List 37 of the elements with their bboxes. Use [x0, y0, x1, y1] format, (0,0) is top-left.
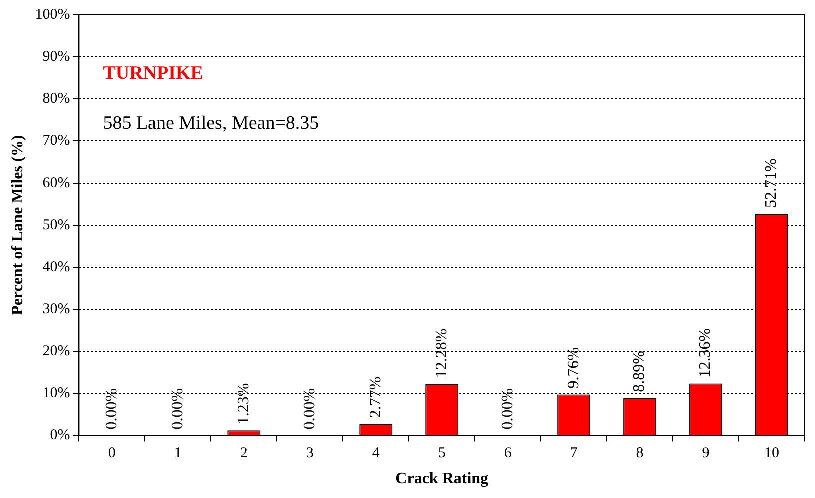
x-tick-label: 0: [108, 446, 116, 462]
y-tick-label: 100%: [35, 6, 70, 23]
x-tick-label: 5: [438, 446, 446, 462]
data-label: 0.00%: [169, 388, 186, 430]
data-label: 12.36%: [697, 328, 714, 378]
x-tick-label: 1: [174, 446, 182, 462]
x-tick-label: 7: [570, 446, 578, 462]
y-tick-label: 80%: [42, 91, 70, 108]
x-tick-label: 6: [504, 446, 512, 462]
y-tick-label: 40%: [42, 259, 70, 276]
x-tick-label: 9: [702, 446, 710, 462]
x-tick-label: 4: [372, 446, 380, 462]
data-label: 0.00%: [103, 388, 120, 430]
y-tick-label: 10%: [42, 386, 70, 402]
data-label: 8.89%: [631, 351, 648, 392]
annotation: 585 Lane Miles, Mean=8.35: [103, 113, 320, 134]
y-tick-label: 70%: [42, 133, 70, 150]
data-label: 9.76%: [565, 347, 582, 389]
x-tick-label: 10: [764, 446, 780, 462]
x-tick-label: 3: [306, 446, 314, 462]
x-tick-label: 2: [240, 446, 248, 462]
y-tick-label: 60%: [42, 175, 70, 192]
y-tick-label: 20%: [42, 344, 70, 360]
data-label: 2.77%: [367, 376, 384, 418]
x-tick-label: 8: [636, 446, 644, 462]
y-axis-title: Percent of Lane Miles (%): [10, 135, 27, 316]
x-axis-title: Crack Rating: [396, 470, 489, 488]
data-label: 0.00%: [499, 388, 516, 430]
data-label: 52.71%: [763, 158, 780, 208]
data-label: 12.28%: [433, 328, 450, 378]
data-label: 1.23%: [235, 383, 252, 425]
y-tick-label: 90%: [42, 49, 70, 66]
y-tick-label: 30%: [42, 301, 70, 318]
y-tick-label: 0%: [50, 428, 70, 444]
data-label: 0.00%: [301, 388, 318, 430]
y-tick-label: 50%: [42, 217, 70, 234]
annotation: TURNPIKE: [103, 63, 204, 84]
